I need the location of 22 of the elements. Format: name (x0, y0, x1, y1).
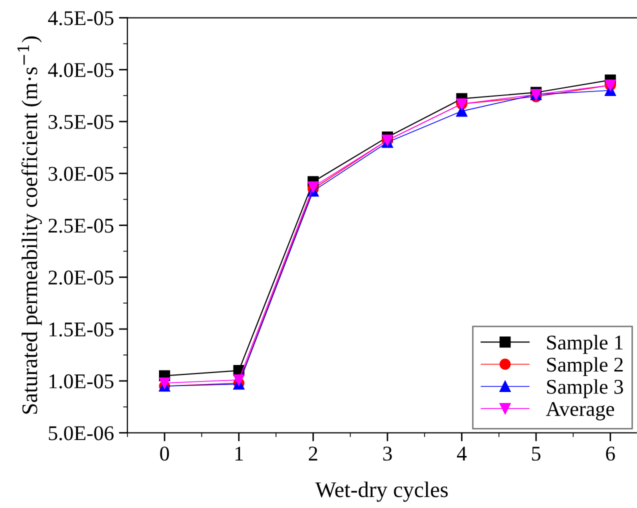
x-tick-label: 2 (308, 446, 318, 460)
y-tick-label: 1.5E-05 (50, 322, 114, 337)
legend-label: Sample 2 (547, 357, 623, 376)
x-axis-title: Wet-dry cycles (315, 482, 448, 502)
x-tick-label: 6 (606, 446, 615, 461)
x-tick-label: 1 (235, 446, 243, 460)
x-tick-label: 5 (532, 446, 540, 461)
legend-label: Sample 1 (547, 334, 623, 354)
y-tick-label: 1.0E-05 (50, 374, 114, 388)
y-tick-label: 4.5E-05 (48, 11, 114, 26)
y-tick-label: 5.0E-06 (48, 426, 114, 440)
x-tick-label: 4 (456, 446, 467, 460)
y-tick-label: 3.0E-05 (48, 166, 114, 181)
legend-label: Sample 3 (547, 379, 624, 398)
y-axis-title: Saturated permeability coefficient (m·s$^{−1}$) (17, 36, 42, 414)
legend-label: Average (546, 402, 614, 420)
y-tick-label: 2.5E-05 (48, 218, 114, 233)
y-tick-label: 4.0E-05 (48, 63, 114, 78)
y-tick-label: 2.0E-05 (48, 270, 114, 285)
x-tick-label: 3 (383, 446, 392, 461)
x-tick-label: 0 (160, 446, 169, 461)
y-tick-label: 3.5E-05 (48, 114, 114, 130)
